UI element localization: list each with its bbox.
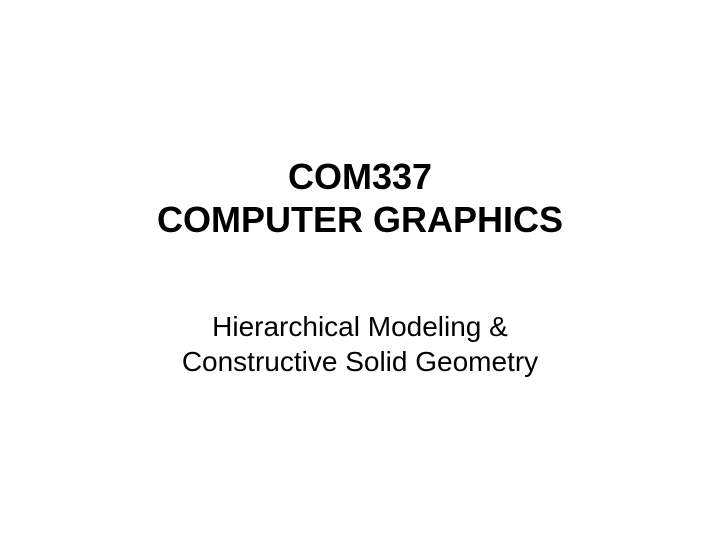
slide-title: COM337 COMPUTER GRAPHICS (157, 155, 563, 241)
subtitle-line-2: Constructive Solid Geometry (182, 344, 538, 379)
subtitle-line-1: Hierarchical Modeling & (182, 309, 538, 344)
slide-subtitle: Hierarchical Modeling & Constructive Sol… (182, 309, 538, 379)
title-line-2: COMPUTER GRAPHICS (157, 198, 563, 241)
title-line-1: COM337 (157, 155, 563, 198)
